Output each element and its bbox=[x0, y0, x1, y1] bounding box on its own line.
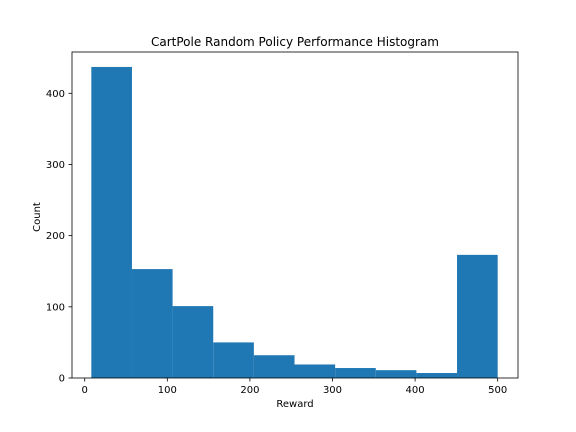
y-axis-label: Count bbox=[32, 202, 43, 232]
y-axis-ticks: 0 100 200 300 400 bbox=[46, 89, 72, 385]
histogram-bar bbox=[131, 269, 173, 378]
histogram-bars bbox=[91, 66, 498, 378]
histogram-bar bbox=[253, 355, 295, 378]
x-tick-label: 400 bbox=[406, 385, 425, 396]
x-tick-label: 0 bbox=[82, 385, 88, 396]
chart-title: CartPole Random Policy Performance Histo… bbox=[151, 35, 439, 49]
y-tick-label: 0 bbox=[59, 374, 65, 385]
histogram-bar bbox=[172, 306, 214, 378]
plot-frame bbox=[71, 51, 519, 379]
histogram-bar bbox=[294, 364, 336, 378]
y-tick-label: 300 bbox=[46, 160, 65, 171]
y-tick-label: 200 bbox=[46, 231, 65, 242]
histogram-bar bbox=[91, 66, 132, 378]
x-tick-label: 100 bbox=[158, 385, 177, 396]
histogram-bar bbox=[335, 368, 376, 378]
x-axis-label: Reward bbox=[276, 399, 313, 410]
x-tick-label: 200 bbox=[240, 385, 259, 396]
x-axis-ticks: 0 100 200 300 400 500 bbox=[82, 378, 507, 396]
y-tick-label: 400 bbox=[46, 89, 65, 100]
histogram-bar bbox=[457, 254, 498, 378]
histogram-bar bbox=[213, 342, 254, 378]
histogram-bar bbox=[416, 373, 458, 378]
histogram-bar bbox=[375, 370, 417, 378]
y-tick-label: 100 bbox=[46, 302, 65, 313]
x-tick-label: 500 bbox=[488, 385, 507, 396]
x-tick-label: 300 bbox=[323, 385, 342, 396]
